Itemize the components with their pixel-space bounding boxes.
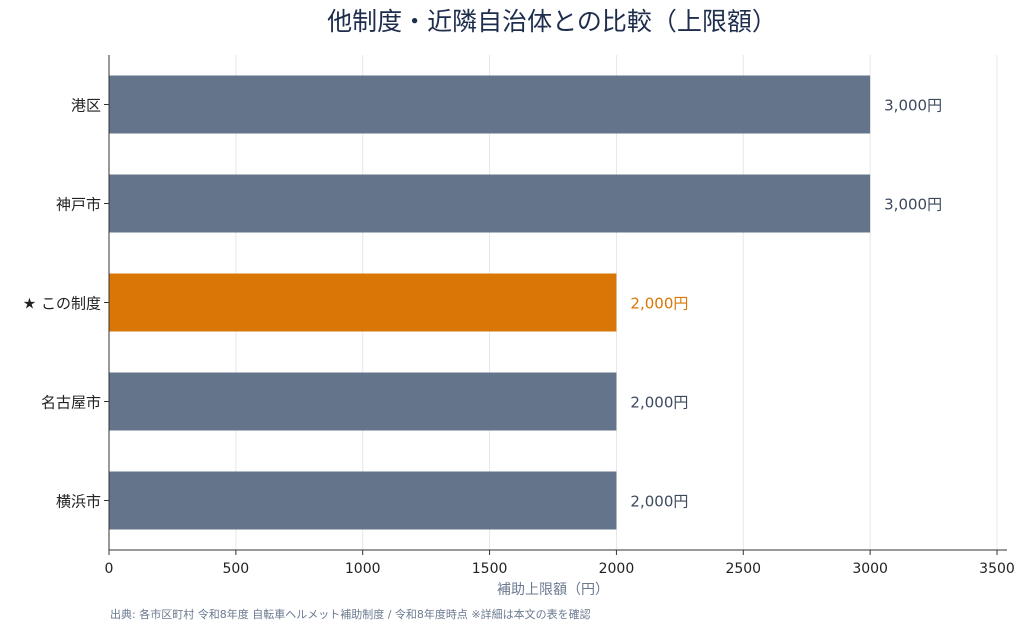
bar-0 bbox=[109, 75, 871, 134]
bar-value-label-3: 2,000円 bbox=[630, 394, 688, 412]
bar-value-label-1: 3,000円 bbox=[884, 196, 942, 214]
bar-4 bbox=[109, 471, 617, 530]
x-tick-label-5: 2500 bbox=[725, 561, 761, 577]
category-label-3: 名古屋市 bbox=[41, 394, 101, 412]
category-label-4: 横浜市 bbox=[56, 493, 101, 511]
x-tick-label-1: 500 bbox=[222, 561, 249, 577]
bar-3 bbox=[109, 372, 617, 431]
source-footnote: 出典: 各市区町村 令和8年度 自転車ヘルメット補助制度 / 令和8年度時点 ※… bbox=[110, 608, 591, 621]
x-axis-label: 補助上限額（円） bbox=[497, 582, 609, 598]
bar-value-label-2: 2,000円 bbox=[630, 295, 688, 313]
bar-1 bbox=[109, 174, 871, 233]
x-tick-label-2: 1000 bbox=[345, 561, 381, 577]
bar-value-label-4: 2,000円 bbox=[630, 493, 688, 511]
category-label-2: ★ この制度 bbox=[23, 295, 101, 313]
x-tick-label-3: 1500 bbox=[472, 561, 508, 577]
category-label-1: 神戸市 bbox=[56, 196, 101, 214]
chart-title: 他制度・近隣自治体との比較（上限額） bbox=[327, 7, 777, 36]
x-tick-label-0: 0 bbox=[105, 561, 114, 577]
bar-2 bbox=[109, 273, 617, 332]
x-tick-label-7: 3500 bbox=[979, 561, 1015, 577]
category-label-0: 港区 bbox=[71, 97, 101, 115]
bar-value-label-0: 3,000円 bbox=[884, 97, 942, 115]
x-tick-label-6: 3000 bbox=[852, 561, 888, 577]
x-tick-label-4: 2000 bbox=[599, 561, 635, 577]
